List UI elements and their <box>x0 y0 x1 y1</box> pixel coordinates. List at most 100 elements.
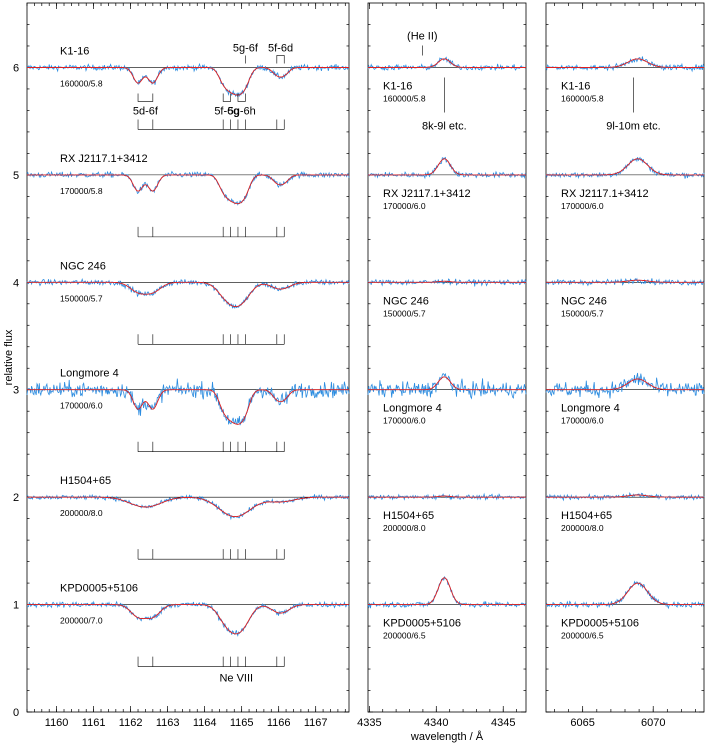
x-tick-label: 1160 <box>45 717 69 729</box>
star-name-label: K1-16 <box>383 80 412 92</box>
model-parameters-label: 170000/6.0 <box>383 416 426 426</box>
model-spectrum-line <box>27 389 349 425</box>
star-name-label: NGC 246 <box>60 260 106 272</box>
model-spectrum-line <box>27 496 349 518</box>
y-axis-label: relative flux <box>3 329 15 385</box>
y-tick-label: 5 <box>13 170 19 182</box>
x-tick-label: 1165 <box>230 717 254 729</box>
star-name-label: Longmore 4 <box>561 403 620 415</box>
model-spectrum-line <box>546 494 704 498</box>
y-tick-label: 6 <box>13 62 19 74</box>
star-name-label: H1504+65 <box>561 510 612 522</box>
model-spectrum-line <box>546 58 704 68</box>
panel-frame <box>367 2 527 713</box>
model-parameters-label: 170000/6.0 <box>561 201 604 211</box>
model-spectrum-line <box>546 378 704 391</box>
ne8-label: Ne VIII <box>219 673 253 685</box>
star-name-label: Longmore 4 <box>60 368 119 380</box>
model-parameters-label: 150000/5.7 <box>383 308 426 318</box>
star-name-label: Longmore 4 <box>383 403 442 415</box>
transition-bracket <box>222 93 231 102</box>
star-name-label: RX J2117.1+3412 <box>383 188 471 200</box>
observed-spectrum-line <box>367 575 527 609</box>
model-parameters-label: 160000/5.8 <box>383 93 426 103</box>
model-parameters-label: 170000/6.0 <box>60 401 103 411</box>
observed-spectrum-line <box>367 372 527 400</box>
plot-area: 0 1 2 3 4 5 6 1160 1161 1162 1163 1164 1165 1166 1167 K… <box>13 2 705 729</box>
observed-spectrum-line <box>26 62 350 98</box>
x-tick-label: 1162 <box>119 717 143 729</box>
star-name-label: KPD0005+5106 <box>60 583 138 595</box>
model-spectrum-line <box>27 174 349 205</box>
transition-label: 5d-6f <box>133 105 159 117</box>
model-parameters-label: 160000/5.8 <box>561 93 604 103</box>
annotation-label: 9l-10m etc. <box>606 120 660 132</box>
y-tick-label: 2 <box>13 492 19 504</box>
observed-spectrum-line <box>367 56 527 72</box>
observed-spectrum-line <box>26 170 350 206</box>
x-tick-label: 4345 <box>491 717 515 729</box>
star-name-label: NGC 246 <box>561 295 607 307</box>
star-name-label: K1-16 <box>60 45 89 57</box>
x-tick-label: 1164 <box>193 717 217 729</box>
model-spectrum-line <box>546 279 704 283</box>
transition-label: 5f-6d <box>268 42 293 54</box>
star-name-label: H1504+65 <box>383 510 434 522</box>
y-tick-label: 3 <box>13 385 19 397</box>
star-name-label: RX J2117.1+3412 <box>561 188 649 200</box>
star-name-label: NGC 246 <box>383 295 429 307</box>
model-spectrum-line <box>368 495 526 498</box>
observed-spectrum-line <box>545 372 705 399</box>
model-spectrum-line <box>27 67 349 96</box>
model-spectrum-line <box>546 582 704 606</box>
model-parameters-label: 200000/6.5 <box>561 631 604 641</box>
star-name-label: H1504+65 <box>60 475 111 487</box>
model-parameters-label: 150000/5.7 <box>561 308 604 318</box>
model-spectrum-line <box>368 158 526 176</box>
x-tick-label: 1166 <box>267 717 291 729</box>
y-tick-label: 0 <box>13 707 19 719</box>
x-axis-label: wavelength / Å <box>410 730 484 743</box>
observed-spectrum-line <box>545 56 705 73</box>
transition-label: 5f-6g <box>214 105 239 117</box>
model-parameters-label: 200000/8.0 <box>561 523 604 533</box>
x-tick-label: 4340 <box>424 717 448 729</box>
x-tick-label: 4335 <box>357 717 381 729</box>
model-spectrum-line <box>368 280 526 283</box>
he-ii-label: (He II) <box>407 30 438 42</box>
model-spectrum-line <box>546 158 704 176</box>
star-name-label: K1-16 <box>561 80 590 92</box>
model-parameters-label: 200000/7.0 <box>60 616 103 626</box>
model-parameters-label: 150000/5.7 <box>60 293 103 303</box>
x-tick-label: 1161 <box>82 717 106 729</box>
model-parameters-label: 170000/5.8 <box>60 186 103 196</box>
transition-bracket <box>276 55 285 64</box>
model-parameters-label: 160000/5.8 <box>60 78 103 88</box>
model-spectrum-line <box>368 376 526 391</box>
y-tick-label: 1 <box>13 600 19 612</box>
model-parameters-label: 170000/6.0 <box>383 201 426 211</box>
transition-bracket <box>237 93 246 102</box>
panel-frame <box>26 2 350 713</box>
model-parameters-label: 200000/6.5 <box>383 631 426 641</box>
model-spectrum-line <box>368 577 526 606</box>
model-spectrum-line <box>27 281 349 308</box>
observed-spectrum-line <box>26 378 350 426</box>
transition-label: 5g-6f <box>233 42 259 54</box>
transition-label: 5g-6h <box>228 105 256 117</box>
x-tick-label: 6070 <box>641 717 665 729</box>
transition-bracket <box>137 93 154 102</box>
model-parameters-label: 200000/8.0 <box>383 523 426 533</box>
star-name-label: KPD0005+5106 <box>383 618 461 630</box>
star-name-label: RX J2117.1+3412 <box>60 153 148 165</box>
x-tick-label: 1167 <box>304 717 328 729</box>
y-tick-label: 4 <box>13 277 19 289</box>
x-tick-label: 6065 <box>570 717 594 729</box>
observed-spectrum-line <box>26 600 350 637</box>
model-parameters-label: 200000/8.0 <box>60 508 103 518</box>
star-name-label: KPD0005+5106 <box>561 618 639 630</box>
x-tick-label: 1163 <box>156 717 180 729</box>
model-spectrum-line <box>27 604 349 635</box>
model-spectrum-line <box>368 58 526 68</box>
